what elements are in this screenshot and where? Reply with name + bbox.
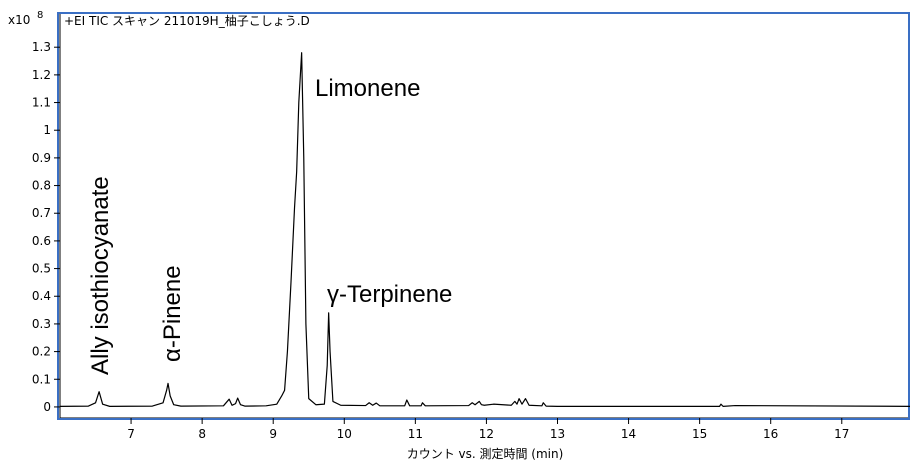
x-axis-label: カウント vs. 測定時間 (min) (407, 446, 564, 461)
y-tick-label: 0.8 (32, 179, 51, 193)
peak-annotation: γ-Terpinene (327, 281, 452, 308)
x-tick-label: 9 (269, 427, 277, 441)
x-tick-label: 12 (479, 427, 494, 441)
x-tick-label: 7 (127, 427, 135, 441)
y-tick-label: 0.4 (32, 289, 51, 303)
plot-frame (57, 12, 910, 420)
peak-annotation: α-Pinene (159, 265, 186, 362)
chart-title: +EI TIC スキャン 211019H_柚子こしょう.D (64, 13, 310, 28)
y-exponent: 8 (37, 10, 43, 21)
y-multiplier: x10 (8, 13, 30, 27)
y-tick-label: 1 (43, 123, 51, 137)
x-tick-label: 14 (621, 427, 636, 441)
y-tick-label: 0.5 (32, 262, 51, 276)
chromatogram-line (59, 52, 910, 407)
y-tick-label: 0.9 (32, 151, 51, 165)
y-tick-label: 1.1 (32, 96, 51, 110)
y-tick-label: 0 (43, 400, 51, 414)
y-tick-label: 0.1 (32, 372, 51, 386)
peak-annotation: Limonene (315, 75, 420, 102)
x-tick-label: 13 (550, 427, 565, 441)
x-tick-label: 15 (692, 427, 707, 441)
y-tick-label: 1.2 (32, 68, 51, 82)
y-tick-label: 0.3 (32, 317, 51, 331)
x-tick-label: 10 (337, 427, 352, 441)
x-tick-label: 16 (763, 427, 778, 441)
peak-annotation: Ally isothiocyanate (87, 176, 114, 375)
x-tick-label: 17 (834, 427, 849, 441)
x-tick-label: 11 (408, 427, 423, 441)
y-tick-label: 0.6 (32, 234, 51, 248)
y-tick-label: 1.3 (32, 40, 51, 54)
y-tick-label: 0.7 (32, 206, 51, 220)
x-tick-label: 8 (198, 427, 206, 441)
y-tick-label: 0.2 (32, 345, 51, 359)
